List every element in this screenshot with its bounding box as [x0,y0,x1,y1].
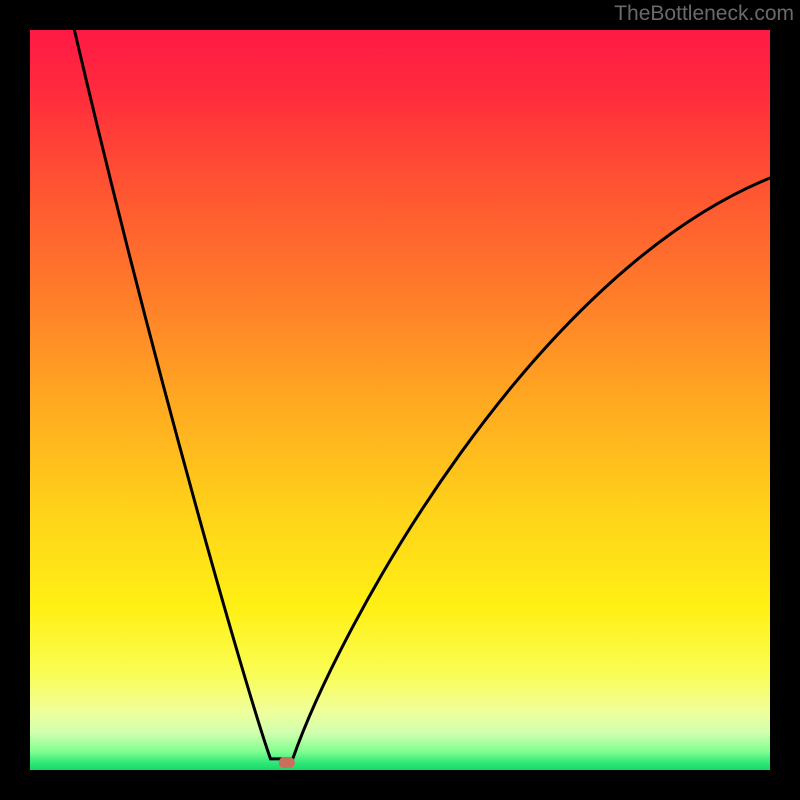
gradient-background [30,30,770,770]
watermark-text: TheBottleneck.com [614,2,794,26]
chart-container: TheBottleneck.com [0,0,800,800]
chart-svg [0,0,800,800]
optimal-marker [279,757,295,768]
